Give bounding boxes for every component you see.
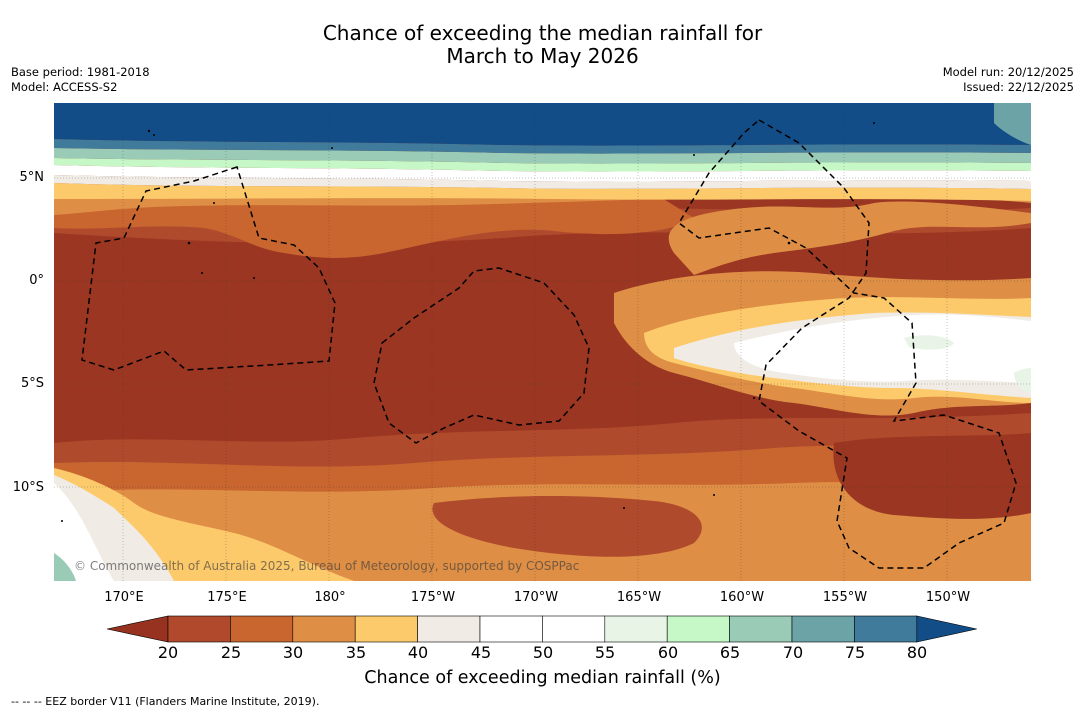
colorbar-tick-25: 25 [220, 643, 242, 662]
map-copyright: © Commonwealth of Australia 2025, Bureau… [74, 559, 579, 573]
eez-border-1 [81, 166, 336, 371]
map-band-45-55-southwest [54, 483, 114, 581]
map-patch-55-60-east [904, 335, 954, 350]
lon-label-170w: 170°W [513, 590, 559, 605]
colorbar-segment [666, 615, 730, 643]
colorbar-tick-35: 35 [345, 643, 367, 662]
eez-borders [81, 119, 1017, 569]
eez-footnote: -- -- -- EEZ border V11 (Flanders Marine… [11, 695, 320, 708]
colorbar-segment [417, 615, 481, 643]
rainfall-map: © Commonwealth of Australia 2025, Bureau… [54, 103, 1031, 581]
map-patch-20-southeast [833, 433, 1031, 519]
colorbar-segment [729, 615, 793, 643]
lon-label-160w: 160°W [719, 590, 765, 605]
colorbar-tick-20: 20 [157, 643, 179, 662]
colorbar-tick-75: 75 [844, 643, 866, 662]
lon-label-150w: 150°W [925, 590, 971, 605]
lon-label-170e: 170°E [104, 590, 144, 605]
map-band-45-55-east [734, 314, 1031, 383]
colorbar-segment [791, 615, 855, 643]
lon-label-175e: 175°E [207, 590, 247, 605]
map-band-80-plus-north [54, 103, 1031, 146]
map-band-60-65-north [54, 158, 1031, 172]
colorbar-tick-55: 55 [594, 643, 616, 662]
colorbar-tick-45: 45 [470, 643, 492, 662]
colorbar-segment [167, 615, 231, 643]
eez-border-2 [373, 267, 590, 444]
map-band-25-30-north [54, 193, 694, 258]
islands [61, 122, 875, 522]
map-band-40-45-north [54, 175, 1031, 189]
map-gridlines [54, 103, 1031, 581]
colorbar [106, 615, 977, 643]
colorbar-label: Chance of exceeding median rainfall (%) [364, 668, 721, 688]
colorbar-segment [354, 615, 418, 643]
colorbar-tick-60: 60 [657, 643, 679, 662]
colorbar-segment [479, 615, 543, 643]
map-patch-55-60-edge [1014, 368, 1031, 393]
colorbar-segment [292, 615, 356, 643]
map-band-45-55-north [54, 165, 1031, 182]
map-band-35-40-north [54, 183, 1031, 201]
metadata-left: Base period: 1981-2018 Model: ACCESS-S2 [11, 65, 150, 95]
lon-label-175w: 175°W [410, 590, 456, 605]
colorbar-tick-40: 40 [407, 643, 429, 662]
map-band-65-70-north [54, 148, 1031, 164]
eez-border-3 [678, 119, 1017, 569]
lon-label-165w: 165°W [616, 590, 662, 605]
lat-label-0: 0° [29, 273, 44, 288]
colorbar-tick-80: 80 [906, 643, 928, 662]
map-patch-65-70-southwest [54, 553, 76, 581]
colorbar-tick-70: 70 [782, 643, 804, 662]
model-name: Model: ACCESS-S2 [11, 80, 118, 94]
lon-label-155w: 155°W [822, 590, 868, 605]
colorbar-segment [854, 615, 918, 643]
colorbar-tick-65: 65 [719, 643, 741, 662]
colorbar-segments [106, 615, 977, 643]
metadata-right: Model run: 20/12/2025 Issued: 22/12/2025 [943, 65, 1074, 95]
map-patch-30-35-southeast [874, 558, 1031, 581]
lon-label-180: 180° [314, 590, 346, 605]
lat-label-5n: 5°N [19, 170, 45, 185]
colorbar-arrow-low [106, 615, 169, 643]
map-patch-75-east [994, 103, 1031, 145]
model-run: Model run: 20/12/2025 [942, 65, 1074, 79]
map-band-70-80-north [54, 139, 1031, 154]
issued-date: Issued: 22/12/2025 [963, 80, 1074, 94]
title-line-2: March to May 2026 [446, 44, 639, 68]
lat-label-10s: 10°S [12, 480, 44, 495]
colorbar-segment [542, 615, 606, 643]
colorbar-segment [604, 615, 668, 643]
colorbar-segment [230, 615, 294, 643]
colorbar-tick-50: 50 [532, 643, 554, 662]
lat-label-5s: 5°S [20, 376, 44, 391]
map-patch-20-25-south [432, 496, 702, 557]
title-line-1: Chance of exceeding the median rainfall … [322, 21, 763, 45]
base-period: Base period: 1981-2018 [11, 65, 150, 79]
colorbar-arrow-high [916, 615, 977, 643]
map-band-30-35-north [54, 188, 1031, 275]
map-title: Chance of exceeding the median rainfall … [0, 22, 1085, 68]
colorbar-tick-30: 30 [282, 643, 304, 662]
